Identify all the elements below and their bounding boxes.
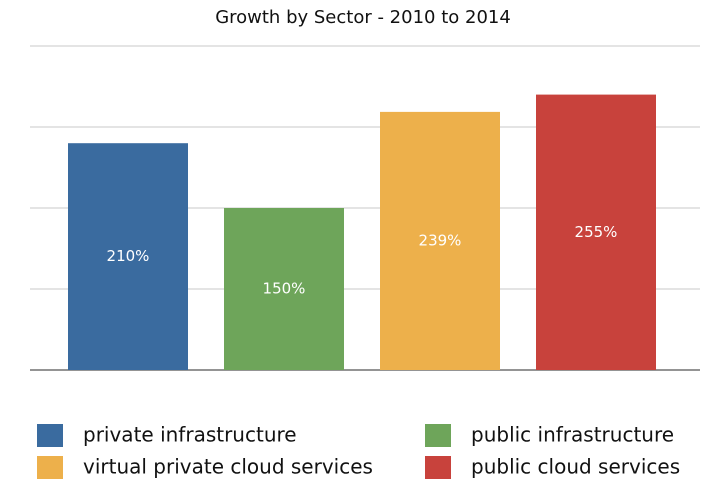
legend-label: virtual private cloud services [83, 455, 373, 479]
data-label: 255% [575, 223, 618, 241]
legend-swatch [37, 424, 63, 447]
legend-label: private infrastructure [83, 423, 297, 447]
chart-title: Growth by Sector - 2010 to 2014 [215, 7, 511, 28]
data-label: 210% [107, 247, 150, 265]
bar [536, 94, 656, 370]
legend-swatch [425, 424, 451, 447]
data-label: 150% [263, 280, 306, 298]
legend-label: public cloud services [471, 455, 680, 479]
bar [68, 143, 188, 370]
bar [224, 208, 344, 370]
legend-label: public infrastructure [471, 423, 674, 447]
data-label: 239% [419, 231, 462, 249]
legend-swatch [37, 456, 63, 479]
bar [380, 111, 500, 370]
legend-swatch [425, 456, 451, 479]
